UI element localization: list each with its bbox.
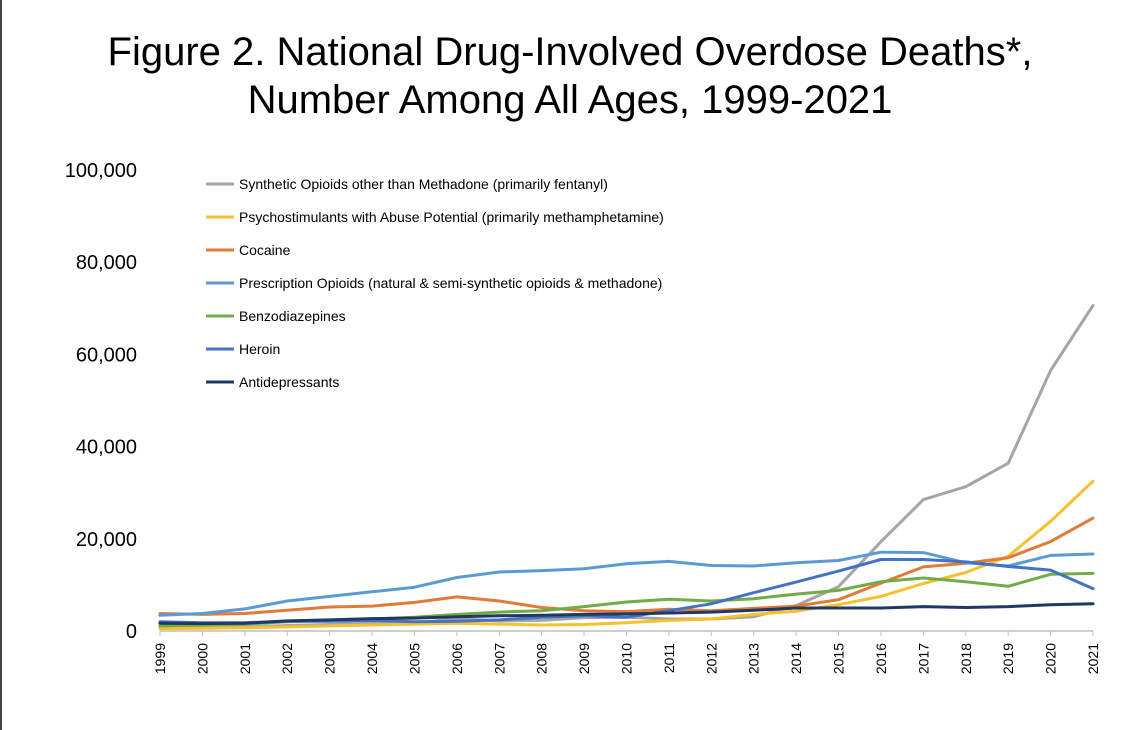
legend-label: Synthetic Opioids other than Methadone (… <box>239 176 608 192</box>
y-axis: 0 20,000 40,000 60,000 80,000 100,000 <box>65 160 137 643</box>
y-tick-label: 100,000 <box>65 160 137 182</box>
y-tick-label: 60,000 <box>76 344 137 366</box>
x-tick-label: 2002 <box>279 643 295 674</box>
y-tick-label: 20,000 <box>76 529 137 551</box>
x-tick-label: 2018 <box>958 643 974 674</box>
chart-title: Figure 2. National Drug-Involved Overdos… <box>107 30 1033 74</box>
series-line <box>158 550 1095 617</box>
legend-label: Prescription Opioids (natural & semi-syn… <box>239 275 662 291</box>
x-tick-label: 1999 <box>152 643 168 674</box>
series-lines <box>158 304 1095 631</box>
x-tick-label: 2007 <box>491 643 507 674</box>
x-tick-label: 2021 <box>1085 643 1101 674</box>
x-tick-label: 2017 <box>915 643 931 674</box>
x-tick-label: 2015 <box>831 643 847 674</box>
x-tick-label: 2000 <box>194 643 210 674</box>
chart-title-block: Figure 2. National Drug-Involved Overdos… <box>0 28 1140 124</box>
x-tick-label: 2009 <box>576 643 592 674</box>
series-line <box>158 602 1095 626</box>
x-tick-label: 2012 <box>703 643 719 674</box>
legend-label: Antidepressants <box>239 374 339 390</box>
legend-label: Cocaine <box>239 242 291 258</box>
x-tick-label: 2014 <box>788 643 804 674</box>
x-tick-label: 2010 <box>619 643 635 674</box>
y-tick-label: 0 <box>126 621 137 643</box>
x-tick-label: 2001 <box>237 643 253 674</box>
legend-label: Psychostimulants with Abuse Potential (p… <box>239 209 664 225</box>
left-border <box>0 0 2 730</box>
x-axis: 1999 2000 2001 2002 2003 2004 2005 2006 2007 2008… <box>152 630 1101 674</box>
x-tick-label: 2006 <box>449 643 465 674</box>
legend-label: Heroin <box>239 341 280 357</box>
x-tick-label: 2020 <box>1043 643 1059 674</box>
x-tick-label: 2011 <box>661 643 677 673</box>
chart-subtitle: Number Among All Ages, 1999-2021 <box>247 78 893 122</box>
x-tick-label: 2013 <box>746 643 762 674</box>
x-tick-label: 2004 <box>364 643 380 674</box>
y-tick-label: 40,000 <box>76 437 137 459</box>
x-tick-label: 2003 <box>322 643 338 674</box>
x-tick-label: 2016 <box>873 643 889 674</box>
x-tick-label: 2008 <box>534 643 550 674</box>
x-tick-label: 2005 <box>406 643 422 674</box>
legend-label: Benzodiazepines <box>239 308 346 324</box>
series-line <box>158 516 1095 616</box>
legend: Synthetic Opioids other than Methadone (… <box>206 176 664 390</box>
y-tick-label: 80,000 <box>76 252 137 274</box>
x-tick-label: 2019 <box>1000 643 1016 674</box>
